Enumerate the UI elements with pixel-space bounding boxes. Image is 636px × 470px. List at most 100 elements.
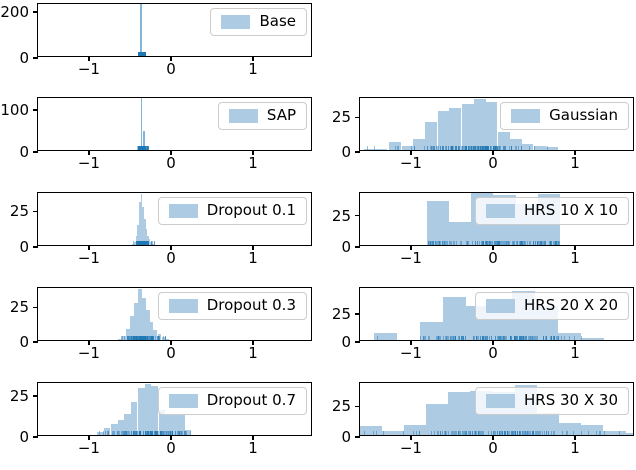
rug-tick xyxy=(522,241,524,245)
rug-tick xyxy=(491,146,493,150)
rug-tick xyxy=(137,146,139,150)
rug-tick xyxy=(474,146,476,150)
rug-tick xyxy=(432,241,434,245)
rug-tick xyxy=(499,146,501,150)
rug-tick xyxy=(520,241,522,245)
rug-tick xyxy=(141,146,143,150)
rug-tick xyxy=(488,336,490,340)
rug-tick xyxy=(142,241,144,245)
rug-tick xyxy=(533,336,535,340)
rug-tick xyxy=(465,431,467,435)
rug-tick xyxy=(503,146,505,150)
rug-tick xyxy=(143,241,145,245)
rug-tick xyxy=(486,146,488,150)
rug-tick xyxy=(544,241,546,245)
rug-tick xyxy=(139,431,141,435)
rug-tick xyxy=(520,146,522,150)
x-tick-label: 0 xyxy=(166,344,176,362)
rug-tick xyxy=(430,241,432,245)
rug-tick xyxy=(437,336,439,340)
y-tick-label: 25 xyxy=(9,386,29,405)
rug-tick xyxy=(145,52,147,56)
histogram-bar xyxy=(381,431,404,435)
rug-tick xyxy=(138,52,140,56)
rug-tick xyxy=(142,146,144,150)
rug-tick xyxy=(142,431,144,435)
rug-tick xyxy=(143,52,145,56)
rug-tick xyxy=(140,336,142,340)
rug-tick xyxy=(143,146,145,150)
rug-tick xyxy=(138,146,140,150)
rug-tick xyxy=(494,146,496,150)
rug-tick xyxy=(504,336,506,340)
rug-tick xyxy=(512,241,514,245)
rug-tick xyxy=(519,336,521,340)
x-tick-label: −1 xyxy=(399,344,422,362)
rug-tick xyxy=(440,241,442,245)
rug-tick xyxy=(126,336,128,340)
rug-tick xyxy=(160,431,162,435)
rug-tick xyxy=(143,52,145,56)
rug-tick xyxy=(141,241,143,245)
rug-tick xyxy=(149,431,151,435)
rug-tick xyxy=(540,241,542,245)
rug-tick xyxy=(485,241,487,245)
rug-tick xyxy=(148,431,150,435)
rug-tick xyxy=(523,336,525,340)
rug-tick xyxy=(152,336,154,340)
rug-tick xyxy=(138,241,140,245)
legend-hrs-30x30: HRS 30 X 30 xyxy=(475,387,629,416)
histogram-bar xyxy=(621,432,633,435)
rug-tick xyxy=(146,431,148,435)
rug-tick xyxy=(596,431,598,435)
rug-tick xyxy=(521,336,523,340)
rug-tick xyxy=(138,146,140,150)
rug-tick xyxy=(141,146,143,150)
rug-tick xyxy=(141,146,143,150)
rug-tick xyxy=(143,146,145,150)
rug-tick xyxy=(515,431,517,435)
rug-tick xyxy=(468,146,470,150)
rug-tick xyxy=(440,431,442,435)
rug-tick xyxy=(452,146,454,150)
rug-tick xyxy=(466,146,468,150)
rug-tick xyxy=(458,431,460,435)
rug-tick xyxy=(148,336,150,340)
x-tick-label: 1 xyxy=(248,439,258,457)
rug-tick xyxy=(141,52,143,56)
rug-tick xyxy=(432,146,434,150)
histogram-bar xyxy=(171,413,179,435)
rug-tick xyxy=(523,241,525,245)
rug-tick xyxy=(144,146,146,150)
rug-tick xyxy=(147,241,149,245)
rug-tick xyxy=(127,336,129,340)
rug-tick xyxy=(433,241,435,245)
rug-tick xyxy=(425,336,427,340)
y-tick-label: 25 xyxy=(331,206,351,225)
rug-tick xyxy=(172,431,174,435)
rug-tick xyxy=(140,52,142,56)
rug-tick xyxy=(504,146,506,150)
rug-tick xyxy=(160,431,162,435)
rug-tick xyxy=(140,241,142,245)
rug-tick xyxy=(133,431,135,435)
rug-tick xyxy=(481,431,483,435)
rug-tick xyxy=(144,146,146,150)
rug-tick xyxy=(517,336,519,340)
rug-tick xyxy=(139,241,141,245)
rug-tick xyxy=(141,146,143,150)
rug-tick xyxy=(493,431,495,435)
histogram-bar xyxy=(449,108,462,150)
rug-tick xyxy=(587,431,589,435)
rug-tick xyxy=(147,146,149,150)
rug-tick xyxy=(463,336,465,340)
rug-tick xyxy=(514,336,516,340)
rug-tick xyxy=(445,241,447,245)
rug-tick xyxy=(557,336,559,340)
rug-tick xyxy=(139,146,141,150)
rug-tick xyxy=(545,336,547,340)
rug-tick xyxy=(122,431,124,435)
rug-tick xyxy=(482,431,484,435)
legend-label: Base xyxy=(259,12,296,30)
rug-tick xyxy=(180,431,182,435)
